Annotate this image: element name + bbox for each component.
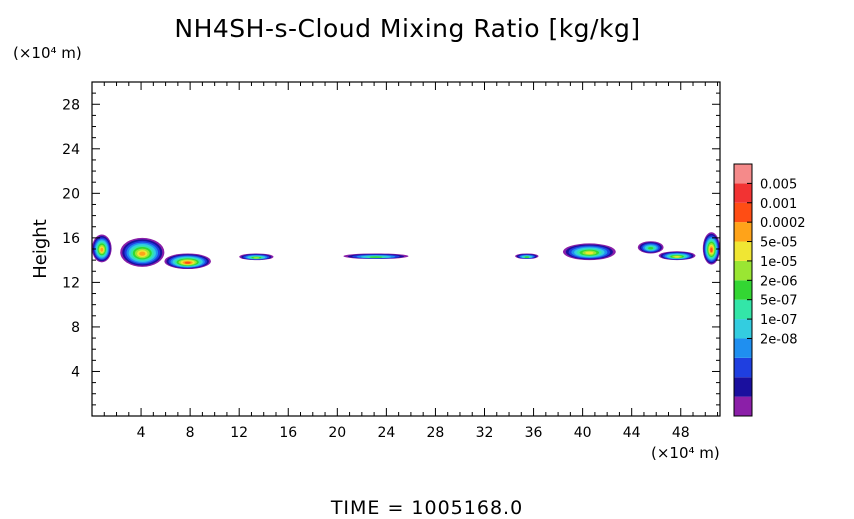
- colorbar-label: 1e-07: [760, 313, 798, 328]
- time-label: TIME = 1005168.0: [330, 497, 524, 519]
- colorbar-swatch: [734, 377, 752, 397]
- cloud-contour: [710, 247, 713, 253]
- cloud-blob: [120, 237, 165, 267]
- x-tick-label: 40: [574, 425, 592, 441]
- colorbar-label: 1e-05: [760, 255, 798, 270]
- x-tick-label: 48: [672, 425, 690, 441]
- x-tick-label: 16: [279, 425, 297, 441]
- x-tick-label: 32: [476, 425, 494, 441]
- colorbar-swatch: [734, 222, 752, 242]
- colorbar-swatch: [734, 164, 752, 184]
- colorbar-label: 2e-08: [760, 332, 798, 347]
- y-tick-label: 20: [62, 186, 80, 202]
- cloud-blob: [563, 243, 616, 261]
- y-tick-label: 12: [62, 275, 80, 291]
- chart-title: NH4SH-s-Cloud Mixing Ratio [kg/kg]: [174, 14, 641, 43]
- x-tick-label: 24: [377, 425, 395, 441]
- y-tick-label: 28: [62, 97, 80, 113]
- colorbar-label: 2e-06: [760, 274, 798, 289]
- cloud-contour: [100, 247, 104, 252]
- colorbar-label: 5e-07: [760, 294, 798, 309]
- cloud-contour: [253, 257, 260, 259]
- y-tick-label: 8: [71, 320, 80, 336]
- x-tick-label: 20: [328, 425, 346, 441]
- cloud-contour: [369, 256, 383, 258]
- cloud-blob: [702, 232, 720, 265]
- x-tick-label: 12: [230, 425, 248, 441]
- x-tick-label: 28: [427, 425, 445, 441]
- colorbar-swatch: [734, 396, 752, 416]
- colorbar-frame: [733, 163, 753, 417]
- colorbar-swatch: [734, 338, 752, 358]
- x-tick-label: 4: [137, 425, 146, 441]
- cloud-blob: [239, 253, 274, 261]
- cloud-contour: [648, 247, 654, 250]
- x-tick-label: 36: [525, 425, 543, 441]
- cloud-blob: [92, 234, 112, 263]
- x-tick-label: 8: [186, 425, 195, 441]
- plot-frame: [91, 81, 721, 417]
- colorbar-label: 0.0002: [760, 216, 806, 231]
- cloud-contour: [184, 261, 191, 264]
- colorbar-swatch: [734, 357, 752, 378]
- colorbar-swatch: [734, 319, 752, 339]
- y-tick-label: 24: [62, 142, 80, 158]
- cloud-blob: [658, 251, 696, 261]
- cloud-contour: [674, 256, 680, 258]
- y-axis-unit: (×10⁴ m): [13, 44, 82, 62]
- colorbar-label: 5e-05: [760, 236, 798, 251]
- colorbar-swatch: [734, 280, 752, 300]
- y-axis-label: Height: [30, 219, 51, 279]
- colorbar-label: 0.001: [760, 197, 797, 212]
- colorbar-swatch: [734, 202, 752, 223]
- cloud-blob: [343, 253, 409, 260]
- colorbar-swatch: [734, 241, 752, 261]
- cloud-blob: [164, 253, 211, 270]
- colorbar-swatch: [734, 183, 752, 203]
- cloud-contour: [585, 251, 594, 255]
- colorbar-swatch: [734, 260, 752, 281]
- colorbar-swatch: [734, 299, 752, 320]
- cloud-blob: [515, 253, 539, 260]
- colorbar-label: 0.005: [760, 177, 797, 192]
- y-tick-label: 4: [71, 364, 80, 380]
- cloud-contour: [139, 251, 146, 256]
- cloud-blob: [637, 241, 664, 254]
- y-tick-label: 16: [62, 231, 80, 247]
- x-axis-unit: (×10⁴ m): [651, 444, 720, 462]
- x-tick-label: 44: [623, 425, 641, 441]
- cloud-contour: [524, 256, 530, 258]
